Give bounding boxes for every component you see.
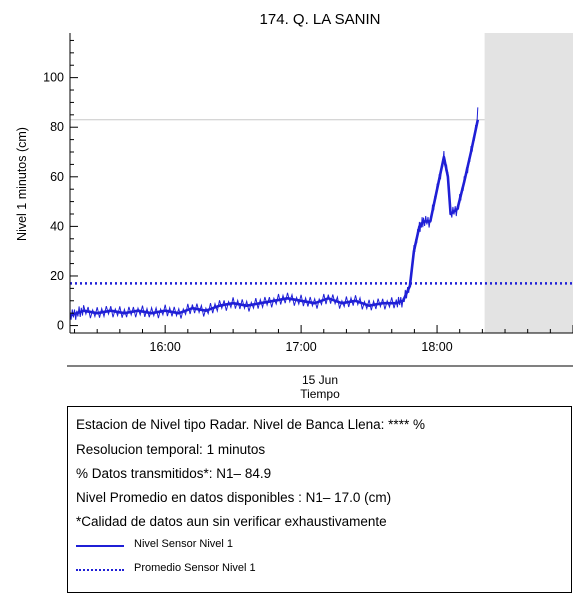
legend-dotted-swatch (76, 569, 124, 571)
legend-solid: Nivel Sensor Nivel 1 (76, 538, 376, 554)
info-transmitted: % Datos transmitidos*: N1– 84.9 (76, 466, 272, 481)
chart-title: 174. Q. LA SANIN (260, 11, 381, 28)
info-box: Estacion de Nivel tipo Radar. Nivel de B… (67, 406, 572, 593)
info-average: Nivel Promedio en datos disponibles : N1… (76, 490, 392, 505)
x-tick-label: 18:00 (421, 340, 452, 354)
legend-solid-label: Nivel Sensor Nivel 1 (134, 538, 234, 550)
info-quality-note: *Calidad de datos aun sin verificar exha… (76, 514, 387, 529)
y-tick-label: 80 (50, 120, 64, 134)
series-level-line (69, 119, 480, 317)
x-tick-label: 16:00 (150, 340, 181, 354)
y-tick-label: 100 (43, 71, 64, 85)
info-station-type: Estacion de Nivel tipo Radar. Nivel de B… (76, 417, 425, 432)
x-axis-label: Tiempo (300, 387, 340, 401)
y-axis-label: Nivel 1 minutos (cm) (15, 127, 29, 241)
y-tick-label: 0 (57, 319, 64, 333)
y-tick-label: 20 (50, 269, 64, 283)
y-tick-label: 40 (50, 219, 64, 233)
legend-solid-swatch (76, 545, 124, 547)
level-chart: 174. Q. LA SANIN Nivel 1 minutos (cm) 0 2… (15, 11, 573, 401)
y-tick-label: 60 (50, 170, 64, 184)
no-data-region (484, 33, 573, 333)
series-level-raw-trace (69, 107, 479, 320)
info-resolution: Resolucion temporal: 1 minutos (76, 442, 266, 457)
date-label: 15 Jun (302, 373, 338, 387)
legend-dotted: Promedio Sensor Nivel 1 (76, 562, 376, 578)
legend-dotted-label: Promedio Sensor Nivel 1 (134, 562, 256, 574)
x-tick-label: 17:00 (285, 340, 316, 354)
